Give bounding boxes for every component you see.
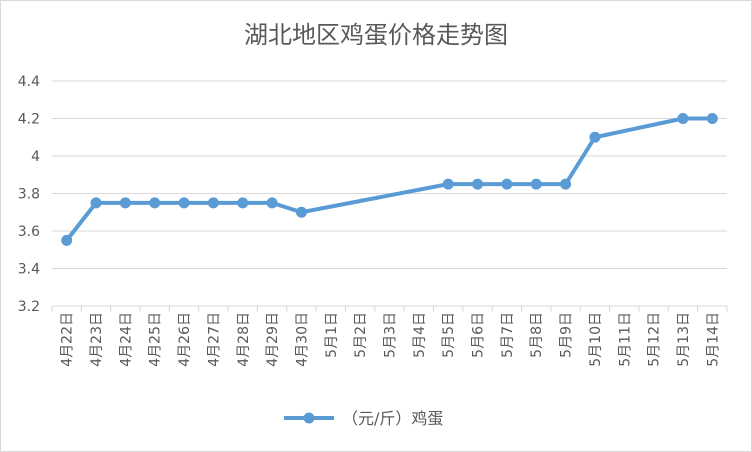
x-tick-label: 5月5日	[441, 312, 457, 358]
data-point	[442, 178, 454, 190]
data-point	[207, 197, 219, 209]
y-tick-label: 3.6	[18, 224, 40, 240]
x-tick-label: 4月22日	[60, 312, 76, 367]
x-tick-label: 5月3日	[383, 312, 399, 358]
data-point	[530, 178, 542, 190]
series-line	[64, 116, 715, 243]
x-tick-label: 5月12日	[647, 312, 663, 367]
data-point	[178, 197, 190, 209]
y-tick-label: 4	[31, 149, 40, 165]
y-tick-label: 4.4	[18, 74, 40, 90]
x-axis-tick-labels: 4月22日 4月23日 4月24日 4月25日 4月26日 4月27日 4月28日 4月29日…	[60, 312, 722, 367]
data-point	[560, 178, 572, 190]
y-tick-label: 3.8	[18, 187, 40, 203]
x-tick-label: 5月13日	[676, 312, 692, 367]
x-tick-label: 5月9日	[559, 312, 575, 358]
x-tick-label: 4月23日	[89, 312, 105, 367]
legend: （元/斤）鸡蛋	[284, 409, 443, 428]
x-tick-label: 5月10日	[588, 312, 604, 367]
data-point	[90, 197, 102, 209]
data-point	[677, 113, 689, 124]
x-tick-label: 4月25日	[148, 312, 164, 367]
legend-marker	[303, 412, 315, 424]
data-point	[119, 197, 131, 209]
x-tick-label: 5月14日	[705, 312, 721, 367]
y-tick-label: 4.2	[18, 112, 40, 128]
data-point	[295, 206, 307, 218]
x-tick-label: 4月24日	[118, 312, 134, 367]
x-axis	[51, 305, 728, 312]
x-tick-label: 5月7日	[500, 312, 516, 358]
data-point	[149, 197, 161, 209]
y-axis-tick-labels: 3.2 3.4 3.6 3.8 4 4.2 4.4	[18, 74, 40, 315]
data-point	[589, 131, 601, 143]
x-tick-label: 5月11日	[617, 312, 633, 367]
x-tick-label: 5月2日	[353, 312, 369, 358]
x-tick-label: 4月30日	[294, 312, 310, 367]
x-tick-label: 4月28日	[236, 312, 252, 367]
x-tick-label: 4月29日	[265, 312, 281, 367]
y-tick-label: 3.4	[18, 262, 40, 278]
gridlines	[52, 80, 727, 269]
legend-label: （元/斤）鸡蛋	[342, 409, 443, 428]
data-point	[501, 178, 513, 190]
data-point	[237, 197, 249, 209]
x-tick-label: 5月8日	[529, 312, 545, 358]
x-tick-label: 5月6日	[471, 312, 487, 358]
chart-title: 湖北地区鸡蛋价格走势图	[244, 21, 508, 49]
data-point	[61, 234, 73, 246]
x-tick-label: 4月27日	[206, 312, 222, 367]
x-tick-label: 4月26日	[177, 312, 193, 367]
x-tick-label: 5月4日	[412, 312, 428, 358]
series-layer	[61, 113, 718, 246]
y-tick-label: 3.2	[18, 299, 40, 315]
data-point	[706, 113, 718, 124]
x-tick-label: 5月1日	[324, 312, 340, 358]
data-point	[266, 197, 278, 209]
data-point	[472, 178, 484, 190]
